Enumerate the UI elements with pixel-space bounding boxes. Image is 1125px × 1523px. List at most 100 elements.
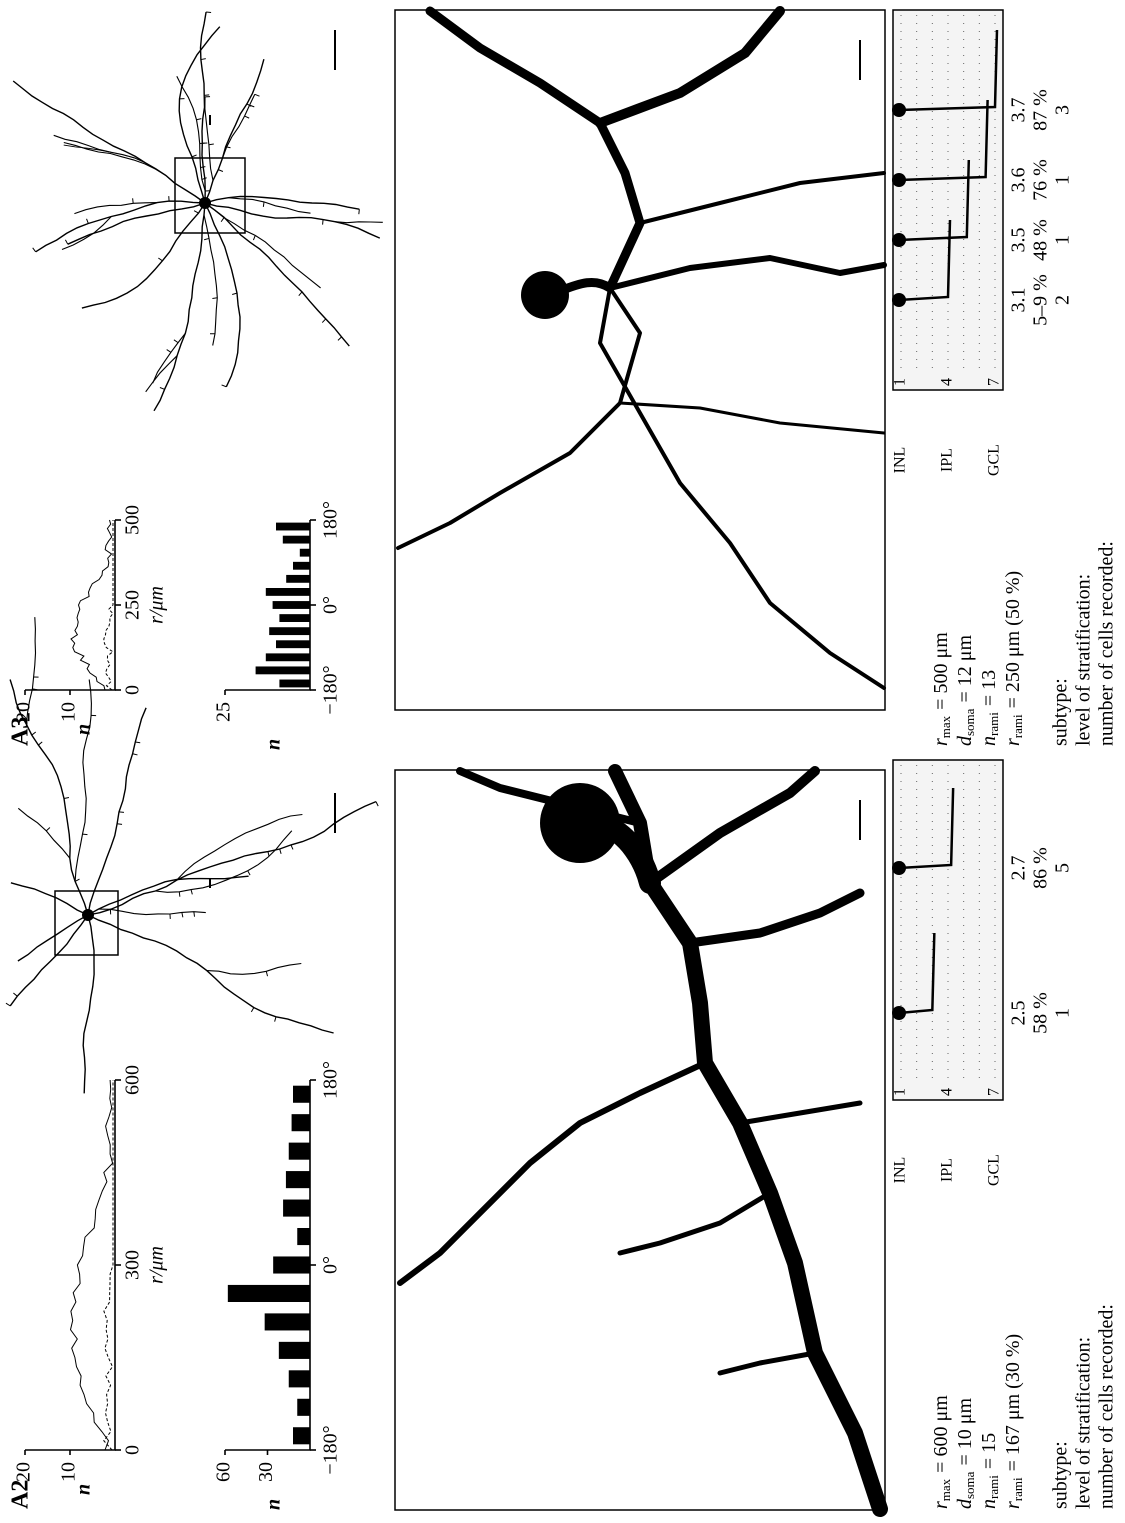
legend-line: number of cells recorded: xyxy=(1096,541,1118,746)
histogram-bar xyxy=(273,1256,310,1273)
parameter-subscript: soma xyxy=(962,708,977,736)
x-tick-label: 0 xyxy=(122,685,144,695)
histogram-bar xyxy=(297,1399,310,1416)
parameter: rrami= 250 μm (50 %) xyxy=(1002,571,1025,746)
spine xyxy=(194,211,198,213)
dendrite xyxy=(205,97,213,181)
x-tick-label: 180° xyxy=(320,1061,342,1099)
histogram-bar xyxy=(286,1171,310,1188)
panel-label: A2 xyxy=(8,1480,34,1509)
parameter-subscript: rami xyxy=(1010,714,1025,738)
y-axis-label: n xyxy=(263,1499,285,1510)
layer-label: GCL xyxy=(986,444,1003,476)
y-tick-label: 25 xyxy=(213,702,235,722)
spine xyxy=(255,94,260,96)
parameter-symbol: r xyxy=(930,738,952,746)
spine xyxy=(182,912,183,917)
dendrite xyxy=(204,215,217,346)
spine xyxy=(196,119,201,120)
level-number: 1 xyxy=(892,1088,909,1096)
inset-frame xyxy=(175,158,245,233)
spine xyxy=(117,824,122,825)
spine xyxy=(33,248,36,252)
spine xyxy=(268,852,269,857)
soma xyxy=(540,783,620,863)
strat-level-value: 86 % xyxy=(1030,847,1052,889)
cell-count: 1 xyxy=(1052,1008,1074,1018)
strat-level-value: 76 % xyxy=(1030,159,1052,201)
dendrite xyxy=(620,1193,770,1253)
spine xyxy=(204,238,209,239)
spine xyxy=(221,218,224,222)
legend-line: subtype: xyxy=(1050,1441,1072,1509)
strat-level-value: 48 % xyxy=(1030,219,1052,261)
dendrite xyxy=(222,94,254,158)
y-tick-label: 60 xyxy=(213,1462,235,1482)
spine xyxy=(212,298,217,299)
panel: A31020n0250500r/μm25n−180°0°180°1INL4IPL… xyxy=(8,10,1118,750)
density-curve xyxy=(71,520,112,690)
dendrite xyxy=(205,59,264,203)
parameter-value: = 250 μm (50 %) xyxy=(1002,571,1024,709)
dendrite xyxy=(13,81,205,203)
layer-label: INL xyxy=(892,447,909,474)
dendrite xyxy=(54,135,146,163)
parameter-value: = 600 μm xyxy=(930,1395,952,1473)
histogram-bar xyxy=(283,1200,310,1217)
layer-label: IPL xyxy=(939,448,956,472)
level-number: 7 xyxy=(986,1088,1003,1096)
parameter-subscript: soma xyxy=(962,1471,977,1499)
x-axis-label: r/μm xyxy=(146,586,168,624)
spine xyxy=(6,1003,10,1006)
spine xyxy=(38,742,42,745)
dendrite xyxy=(215,210,321,288)
dendrite xyxy=(154,203,205,411)
y-tick-label: 30 xyxy=(255,1462,277,1482)
layer-label: INL xyxy=(892,1157,909,1184)
x-tick-label: 500 xyxy=(122,505,144,535)
histogram-bar xyxy=(297,1228,310,1245)
parameter-value: = 167 μm (30 %) xyxy=(1002,1334,1024,1472)
parameter-symbol: d xyxy=(954,735,976,746)
level-number: 4 xyxy=(939,378,956,386)
spine xyxy=(194,912,195,917)
parameter: dsoma= 10 μm xyxy=(954,1398,977,1509)
parameter-subscript: max xyxy=(938,1478,953,1501)
dendrite xyxy=(82,203,205,308)
x-tick-label: 180° xyxy=(320,501,342,539)
histogram-bar xyxy=(279,614,310,622)
x-tick-label: −180° xyxy=(320,665,342,714)
parameter-symbol: r xyxy=(930,1501,952,1509)
dendrite xyxy=(205,203,240,387)
x-tick-label: −180° xyxy=(320,1425,342,1474)
dendrite xyxy=(610,258,884,288)
spine xyxy=(291,845,293,850)
dendrite xyxy=(740,1103,860,1123)
spine xyxy=(174,340,178,343)
soma xyxy=(82,909,94,921)
dendrite xyxy=(207,964,301,975)
dendrite xyxy=(620,403,884,433)
density-curve xyxy=(104,520,113,690)
spine xyxy=(135,742,140,743)
histogram-bar xyxy=(289,1143,310,1160)
dendrite xyxy=(88,915,334,1033)
dendrite xyxy=(640,173,884,223)
spine xyxy=(248,871,250,875)
dendrite xyxy=(11,883,88,915)
y-axis-label: n xyxy=(73,724,95,735)
dendrite xyxy=(83,915,94,1093)
histogram-bar xyxy=(279,1342,310,1359)
parameter-subscript: rami xyxy=(986,1475,1001,1499)
spine xyxy=(167,350,171,353)
axis xyxy=(25,1080,115,1450)
histogram-bar xyxy=(276,640,310,648)
dendrite xyxy=(88,708,146,915)
spine xyxy=(201,59,206,60)
stratification: 1INL4IPL7GCL2.558 %12.786 %5 xyxy=(892,760,1074,1186)
dendrite xyxy=(146,356,177,392)
spine xyxy=(13,993,17,996)
spine xyxy=(253,235,255,240)
dendrite xyxy=(650,771,815,883)
figure-canvas: A21020n0300600r/μm3060n−180°0°180°1INL4I… xyxy=(0,0,1125,1523)
